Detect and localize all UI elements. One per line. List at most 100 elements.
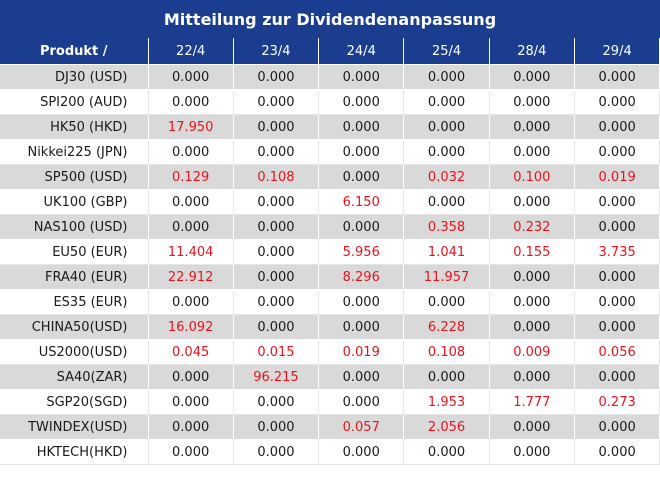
value-cell: 0.057	[318, 414, 405, 440]
table-row: NAS100 (USD) 0.000 0.000 0.000 0.358 0.232 0.0…	[0, 214, 660, 240]
value-cell: 0.000	[233, 314, 320, 340]
value-cell: 0.000	[574, 89, 660, 115]
table-row: HK50 (HKD) 17.950 0.000 0.000 0.000 0.000 0.00…	[0, 114, 660, 140]
product-cell: HKTECH(HKD)	[0, 439, 149, 465]
value-cell: 0.000	[574, 289, 660, 315]
table-row: FRA40 (EUR) 22.912 0.000 8.296 11.957 0.000 0.…	[0, 264, 660, 290]
product-cell: DJ30 (USD)	[0, 64, 149, 90]
product-cell: UK100 (GBP)	[0, 189, 149, 215]
value-cell: 0.000	[489, 264, 575, 290]
product-cell: US2000(USD)	[0, 339, 149, 365]
value-cell: 0.232	[489, 214, 575, 240]
value-cell: 0.000	[574, 314, 660, 340]
value-cell: 0.000	[403, 139, 490, 165]
value-cell: 0.000	[233, 89, 320, 115]
value-cell: 0.000	[318, 64, 405, 90]
value-cell: 0.000	[489, 314, 575, 340]
value-cell: 0.273	[574, 389, 660, 415]
value-cell: 96.215	[233, 364, 320, 390]
value-cell: 16.092	[148, 314, 234, 340]
value-cell: 0.000	[574, 214, 660, 240]
value-cell: 0.000	[403, 89, 490, 115]
value-cell: 0.000	[148, 389, 234, 415]
table-body: DJ30 (USD) 0.000 0.000 0.000 0.000 0.000 0.000…	[0, 64, 660, 465]
value-cell: 0.108	[403, 339, 490, 365]
value-cell: 0.000	[148, 214, 234, 240]
table-row: CHINA50(USD) 16.092 0.000 0.000 6.228 0.000 0.…	[0, 314, 660, 340]
page-title: Mitteilung zur Dividendenanpassung	[0, 0, 660, 38]
product-cell: HK50 (HKD)	[0, 114, 149, 140]
value-cell: 0.015	[233, 339, 320, 365]
value-cell: 0.000	[318, 139, 405, 165]
value-cell: 0.000	[148, 64, 234, 90]
date-column-header: 28/4	[489, 38, 575, 65]
value-cell: 0.000	[233, 289, 320, 315]
value-cell: 0.000	[403, 114, 490, 140]
value-cell: 0.000	[574, 414, 660, 440]
date-column-header: 25/4	[403, 38, 490, 65]
value-cell: 0.000	[489, 64, 575, 90]
value-cell: 1.777	[489, 389, 575, 415]
value-cell: 0.000	[233, 139, 320, 165]
value-cell: 1.953	[403, 389, 490, 415]
product-cell: TWINDEX(USD)	[0, 414, 149, 440]
date-column-header: 22/4	[148, 38, 234, 65]
product-column-header: Produkt /	[0, 38, 149, 65]
value-cell: 0.000	[233, 114, 320, 140]
value-cell: 0.000	[403, 439, 490, 465]
value-cell: 0.000	[148, 89, 234, 115]
table-row: UK100 (GBP) 0.000 0.000 6.150 0.000 0.000 0.00…	[0, 189, 660, 215]
product-cell: SGP20(SGD)	[0, 389, 149, 415]
value-cell: 0.000	[489, 289, 575, 315]
value-cell: 0.000	[233, 64, 320, 90]
value-cell: 22.912	[148, 264, 234, 290]
value-cell: 0.000	[318, 389, 405, 415]
value-cell: 0.100	[489, 164, 575, 190]
value-cell: 0.000	[574, 364, 660, 390]
table-row: DJ30 (USD) 0.000 0.000 0.000 0.000 0.000 0.000	[0, 64, 660, 90]
value-cell: 6.228	[403, 314, 490, 340]
value-cell: 0.000	[148, 289, 234, 315]
product-cell: Nikkei225 (JPN)	[0, 139, 149, 165]
value-cell: 0.000	[318, 164, 405, 190]
table-row: EU50 (EUR) 11.404 0.000 5.956 1.041 0.155 3.73…	[0, 239, 660, 265]
value-cell: 0.000	[233, 189, 320, 215]
value-cell: 0.358	[403, 214, 490, 240]
value-cell: 0.000	[318, 289, 405, 315]
value-cell: 0.000	[148, 189, 234, 215]
value-cell: 0.000	[148, 414, 234, 440]
product-cell: EU50 (EUR)	[0, 239, 149, 265]
value-cell: 11.404	[148, 239, 234, 265]
value-cell: 0.108	[233, 164, 320, 190]
table-row: SPI200 (AUD) 0.000 0.000 0.000 0.000 0.000 0.0…	[0, 89, 660, 115]
table-row: US2000(USD) 0.045 0.015 0.019 0.108 0.009 0.05…	[0, 339, 660, 365]
value-cell: 0.056	[574, 339, 660, 365]
value-cell: 0.000	[489, 189, 575, 215]
value-cell: 0.000	[489, 114, 575, 140]
value-cell: 0.000	[318, 114, 405, 140]
value-cell: 0.000	[574, 189, 660, 215]
value-cell: 3.735	[574, 239, 660, 265]
value-cell: 0.045	[148, 339, 234, 365]
table-row: ES35 (EUR) 0.000 0.000 0.000 0.000 0.000 0.000	[0, 289, 660, 315]
table-row: HKTECH(HKD) 0.000 0.000 0.000 0.000 0.000 0.00…	[0, 439, 660, 465]
value-cell: 0.000	[574, 64, 660, 90]
date-column-header: 29/4	[574, 38, 660, 65]
table-header-row: Produkt / 22/4 23/4 24/4 25/4 28/4 29/4	[0, 38, 660, 65]
value-cell: 0.000	[489, 414, 575, 440]
value-cell: 0.000	[233, 414, 320, 440]
value-cell: 1.041	[403, 239, 490, 265]
value-cell: 11.957	[403, 264, 490, 290]
value-cell: 17.950	[148, 114, 234, 140]
value-cell: 0.000	[574, 139, 660, 165]
value-cell: 0.000	[574, 439, 660, 465]
date-column-header: 24/4	[318, 38, 405, 65]
product-cell: FRA40 (EUR)	[0, 264, 149, 290]
value-cell: 0.000	[489, 139, 575, 165]
value-cell: 0.000	[318, 364, 405, 390]
value-cell: 0.000	[148, 439, 234, 465]
value-cell: 0.000	[233, 239, 320, 265]
value-cell: 0.000	[233, 214, 320, 240]
table-row: SP500 (USD) 0.129 0.108 0.000 0.032 0.100 0.01…	[0, 164, 660, 190]
